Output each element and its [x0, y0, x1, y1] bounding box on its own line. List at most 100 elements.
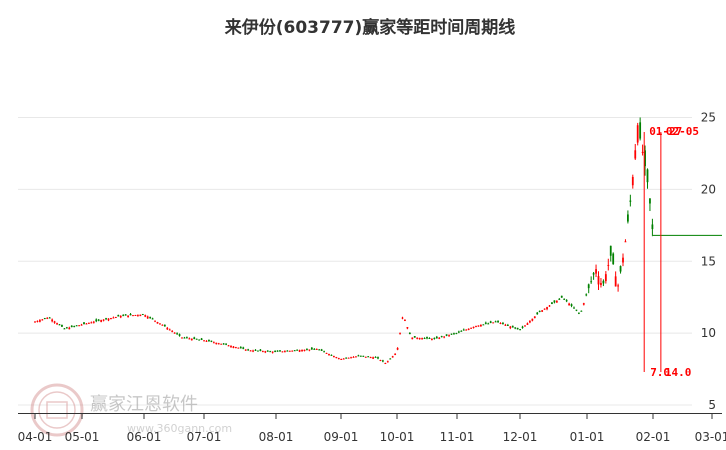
candle-body — [342, 358, 345, 360]
candle-body — [124, 314, 127, 316]
candle-body — [526, 323, 529, 325]
candle-body — [159, 323, 161, 325]
candle-body — [651, 224, 654, 230]
candle-body — [453, 333, 455, 335]
x-tick-label: 04-01 — [18, 430, 53, 444]
candle-body — [132, 315, 134, 317]
candle-body — [43, 318, 46, 320]
candle-body — [440, 336, 443, 338]
candle-body — [291, 350, 294, 352]
candle-body — [188, 338, 191, 340]
candle-body — [264, 351, 267, 353]
candle-body — [394, 353, 397, 355]
candle-body — [514, 327, 517, 329]
candle-body — [345, 357, 348, 359]
candle-body — [303, 349, 306, 352]
x-tick-label: 05-01 — [65, 430, 100, 444]
candle-body — [183, 337, 186, 339]
candle-body — [151, 318, 154, 320]
candle-body — [46, 317, 49, 319]
gridlines — [18, 117, 692, 406]
candle-body — [173, 332, 176, 334]
candle-body — [61, 324, 63, 327]
candle-body — [460, 330, 463, 332]
candle-body — [156, 321, 159, 324]
candle-body — [448, 335, 450, 337]
candle-body — [560, 295, 563, 298]
candle-body — [90, 322, 93, 324]
x-tick-label: 08-01 — [259, 430, 294, 444]
candle-body — [477, 325, 480, 327]
candle-body — [110, 318, 112, 320]
candle-body — [575, 309, 578, 311]
candle-body — [266, 350, 269, 352]
candle-body — [281, 351, 284, 353]
x-tick-label: 09-01 — [324, 430, 359, 444]
candle-body — [212, 342, 215, 344]
candle-body — [443, 336, 446, 338]
y-tick-label: 15 — [701, 254, 716, 268]
candle-body — [389, 358, 392, 360]
candle-body — [39, 320, 41, 322]
candle-body — [163, 324, 166, 327]
candle-body — [428, 337, 431, 339]
candle-body — [181, 337, 183, 339]
candle-body — [247, 349, 250, 351]
y-tick-label: 25 — [701, 111, 716, 125]
candle-body — [558, 298, 561, 300]
candle-body — [63, 328, 66, 330]
candle-body — [313, 348, 316, 350]
candle-body — [480, 324, 482, 327]
candle-body — [487, 323, 490, 325]
candle-body — [286, 350, 289, 352]
candle-body — [112, 317, 115, 319]
y-tick-label: 20 — [701, 182, 716, 196]
candle-body — [543, 308, 546, 310]
candle-body — [65, 327, 68, 329]
candle-body — [573, 307, 575, 309]
candle-body — [85, 323, 88, 325]
candle-body — [484, 322, 487, 324]
candle-body — [433, 337, 436, 339]
candle-body — [435, 336, 438, 339]
candle-body — [538, 310, 541, 312]
candle-body — [279, 350, 281, 352]
candle-body — [144, 315, 147, 317]
candle-body — [310, 347, 313, 350]
x-tick-label: 02-01 — [636, 430, 671, 444]
candle-body — [587, 284, 590, 289]
candle-body — [210, 340, 213, 342]
candle-body — [629, 200, 632, 202]
candle-body — [531, 318, 534, 321]
candle-body — [129, 314, 132, 316]
y-axis: 5 10 15 20 25 — [701, 111, 716, 413]
candle-body — [619, 266, 622, 272]
candle-body — [614, 276, 617, 287]
candle-body — [335, 357, 338, 359]
candle-body — [359, 355, 362, 357]
candle-body — [261, 351, 264, 353]
candle-body — [114, 317, 117, 319]
candle-body — [504, 324, 507, 326]
candle-body — [227, 345, 230, 347]
candle-body — [97, 319, 100, 321]
candle-body — [186, 337, 188, 339]
candle-body — [308, 349, 311, 351]
candle-body — [225, 343, 227, 345]
candle-body — [364, 356, 367, 358]
candle-body — [555, 300, 558, 303]
candle-body — [438, 337, 441, 339]
candle-body — [406, 327, 409, 329]
candle-body — [323, 351, 325, 353]
candle-body — [137, 314, 139, 316]
candle-body — [450, 333, 453, 335]
candle-body — [580, 310, 583, 312]
candle-body — [384, 363, 387, 365]
candle-body — [646, 169, 649, 183]
candle-body — [171, 331, 174, 333]
y-tick-label: 10 — [701, 326, 716, 340]
candle-body — [592, 273, 595, 275]
candle-body — [622, 257, 624, 263]
candle-body — [399, 332, 401, 334]
candle-body — [636, 125, 639, 143]
